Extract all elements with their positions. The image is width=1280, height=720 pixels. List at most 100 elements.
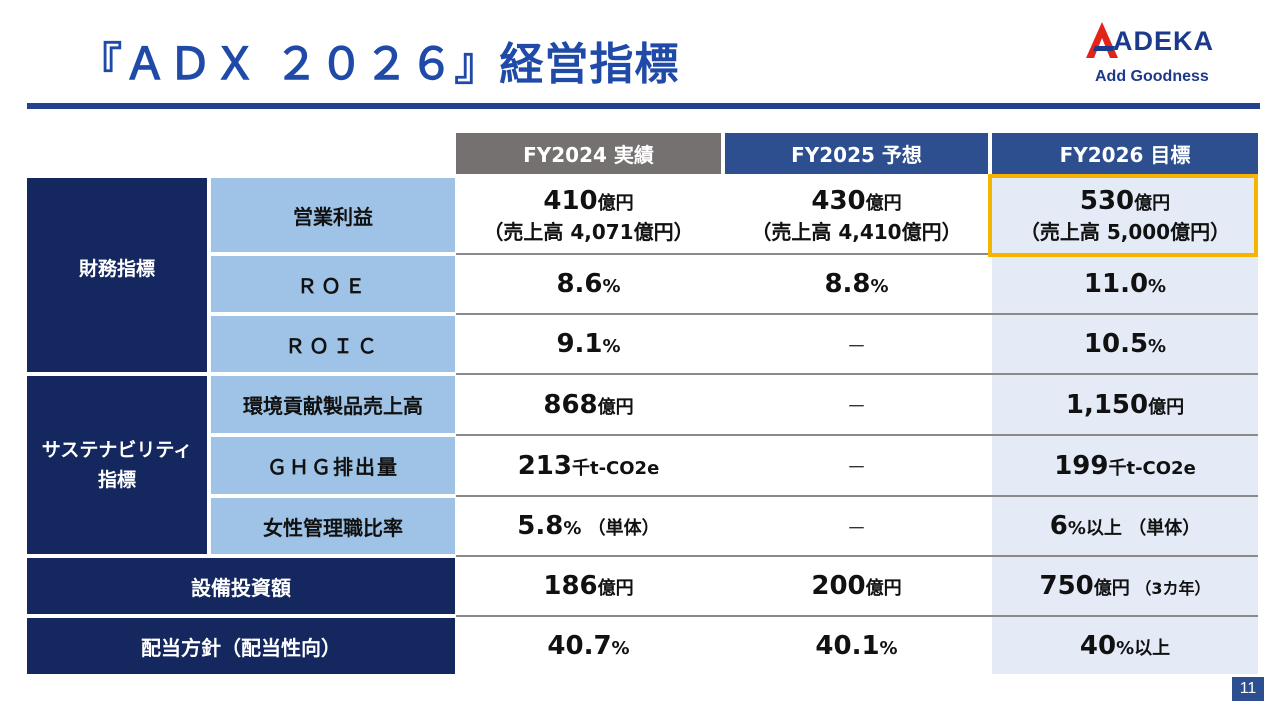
title-underline	[27, 103, 1260, 109]
value-number: 9.1	[556, 329, 603, 359]
section-financial-label: 財務指標	[78, 257, 155, 280]
value-note: （売上高 4,071億円）	[483, 219, 694, 244]
value-unit: %	[602, 336, 621, 357]
section-financial: 財務指標	[27, 178, 207, 372]
row-label-dividend: 配当方針（配当性向）	[27, 618, 455, 674]
value-note: （3カ年）	[1129, 579, 1211, 598]
value-capex-fy2025: 200億円	[725, 558, 988, 614]
logo-tagline: Add Goodness	[1095, 68, 1209, 85]
value-ghg-fy2024: 213千t-CO2e	[456, 437, 721, 494]
value-unit: 億円	[597, 396, 634, 418]
fy2026-column-background	[992, 178, 1258, 674]
value-unit: %	[563, 518, 582, 539]
row-divider	[456, 373, 1258, 375]
value-number: 8.6	[556, 269, 603, 299]
value-number: 186	[543, 571, 598, 601]
value-op-income-fy2024: 410億円 （売上高 4,071億円）	[456, 178, 721, 252]
value-number: 200	[811, 571, 866, 601]
row-label-roic: ＲＯＩＣ	[211, 316, 455, 372]
section-sustainability: サステナビリティ 指標	[27, 376, 207, 554]
value-number: 430	[811, 185, 866, 216]
value-dash: －	[846, 515, 867, 540]
page-title: 『ＡＤＸ ２０２６』経営指標	[78, 39, 680, 90]
value-unit: 億円	[1148, 396, 1185, 418]
value-number: 1,150	[1065, 389, 1149, 420]
row-label-env-sales: 環境貢献製品売上高	[211, 376, 455, 433]
value-unit: %	[1148, 336, 1167, 357]
column-header-fy2024: FY2024 実績	[456, 133, 721, 174]
value-number: 5.8	[517, 511, 564, 541]
value-unit: 千t-CO2e	[571, 457, 660, 479]
value-capex-fy2024: 186億円	[456, 558, 721, 614]
value-env-sales-fy2026: 1,150億円	[992, 376, 1258, 433]
value-dividend-fy2025: 40.1%	[725, 618, 988, 674]
row-divider	[456, 615, 1258, 617]
value-note: （単体）	[1121, 518, 1201, 539]
value-ghg-fy2026: 199千t-CO2e	[992, 437, 1258, 494]
value-roic-fy2026: 10.5%	[992, 316, 1258, 372]
value-number: 10.5	[1083, 329, 1149, 359]
section-sustainability-label-line1: サステナビリティ	[41, 438, 193, 461]
logo-brand-text: ADEKA	[1113, 26, 1215, 56]
adeka-logo: ADEKA Add Goodness	[1085, 20, 1245, 90]
value-women-mgmt-fy2026: 6%以上 （単体）	[992, 498, 1258, 554]
value-env-sales-fy2024: 868億円	[456, 376, 721, 433]
value-dividend-fy2026: 40%以上	[992, 618, 1258, 674]
value-number: 40.7	[547, 631, 612, 661]
value-unit: 億円	[865, 578, 902, 599]
row-divider	[456, 495, 1258, 497]
value-roic-fy2025: －	[725, 316, 988, 372]
row-divider	[456, 253, 1258, 255]
page-number: 11	[1232, 677, 1264, 701]
value-number: 6	[1049, 511, 1068, 541]
value-number: 410	[543, 185, 598, 216]
value-unit: %	[870, 276, 889, 297]
row-label-roe: ＲＯＥ	[211, 256, 455, 312]
value-roe-fy2026: 11.0%	[992, 256, 1258, 312]
value-women-mgmt-fy2025: －	[725, 498, 988, 554]
value-op-income-fy2025: 430億円 （売上高 4,410億円）	[725, 178, 988, 252]
value-unit: %	[879, 638, 898, 659]
column-header-fy2026: FY2026 目標	[992, 133, 1258, 174]
adeka-logo-mark-icon	[1086, 22, 1118, 58]
value-unit: %	[602, 276, 621, 297]
highlight-box	[988, 174, 1258, 257]
value-unit: %以上	[1116, 638, 1171, 659]
value-number: 40	[1079, 631, 1117, 661]
value-women-mgmt-fy2024: 5.8% （単体）	[456, 498, 721, 554]
row-divider	[456, 313, 1258, 315]
row-divider	[456, 434, 1258, 436]
value-op-income-fy2026: 530億円 （売上高 5,000億円）	[992, 178, 1258, 252]
value-capex-fy2026: 750億円 （3カ年）	[992, 558, 1258, 614]
value-number: 868	[543, 389, 598, 420]
value-dividend-fy2024: 40.7%	[456, 618, 721, 674]
value-note: （売上高 5,000億円）	[1019, 219, 1231, 244]
value-dash: －	[846, 333, 867, 358]
value-unit: %	[611, 638, 630, 659]
value-env-sales-fy2025: －	[725, 376, 988, 433]
row-label-op-income: 営業利益	[211, 178, 455, 252]
value-unit: %以上	[1067, 518, 1122, 539]
value-number: 750	[1039, 571, 1094, 601]
value-unit: 千t-CO2e	[1108, 457, 1196, 479]
row-label-capex: 設備投資額	[27, 558, 455, 614]
value-roe-fy2024: 8.6%	[456, 256, 721, 312]
value-number: 11.0	[1083, 269, 1149, 299]
value-number: 40.1	[815, 631, 880, 661]
value-unit: 億円	[1134, 192, 1171, 214]
value-number: 8.8	[824, 269, 871, 299]
value-number: 530	[1079, 185, 1135, 216]
value-number: 213	[517, 450, 572, 481]
value-unit: 億円	[865, 192, 902, 214]
value-note: （単体）	[581, 518, 660, 539]
value-unit: 億円	[597, 578, 634, 599]
value-dash: －	[846, 394, 867, 418]
row-label-ghg: ＧＨＧ排出量	[211, 437, 455, 494]
column-header-fy2025: FY2025 予想	[725, 133, 988, 174]
value-unit: 億円	[1093, 578, 1130, 599]
section-sustainability-label-line2: 指標	[97, 469, 136, 491]
value-unit: 億円	[597, 192, 634, 214]
value-ghg-fy2025: －	[725, 437, 988, 494]
value-number: 199	[1054, 450, 1109, 481]
value-dash: －	[846, 455, 867, 479]
